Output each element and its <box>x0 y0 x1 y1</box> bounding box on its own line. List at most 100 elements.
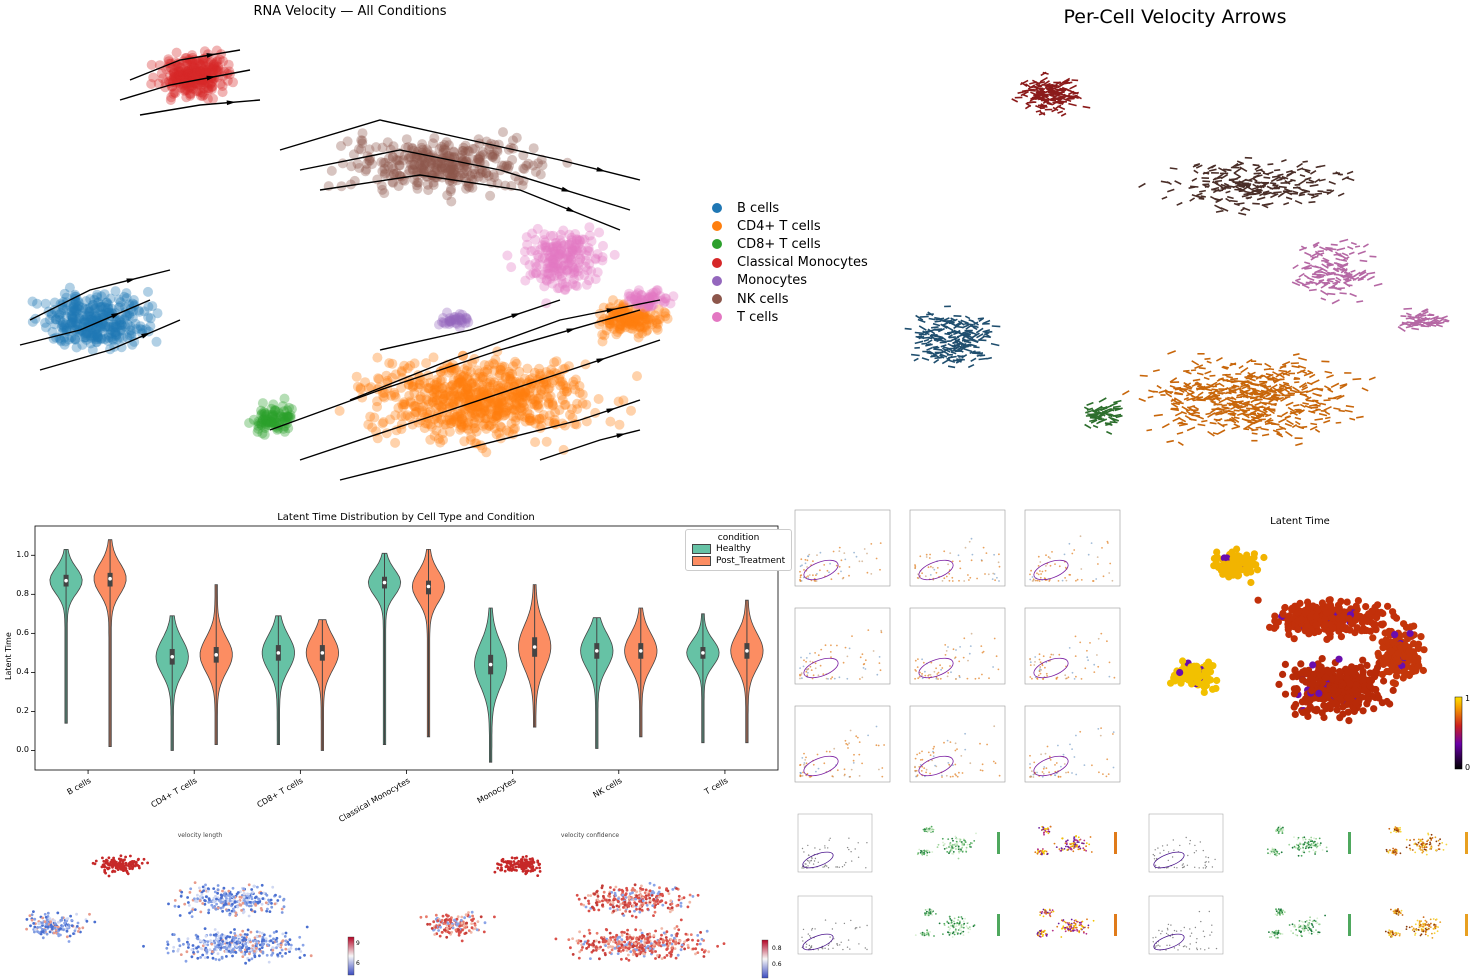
velocity-arrow <box>1176 401 1184 405</box>
velocity-arrow <box>1298 426 1304 430</box>
cell-point <box>445 418 456 429</box>
cell-point <box>93 322 104 333</box>
cell-point <box>552 283 563 294</box>
cell-point <box>217 87 228 98</box>
cell-point <box>636 309 647 320</box>
phase-point <box>799 677 801 680</box>
cell-point <box>448 167 459 177</box>
cell-point <box>414 158 425 169</box>
cell-point <box>175 70 186 81</box>
cell-point <box>655 291 666 302</box>
cell-point <box>378 417 389 428</box>
cell-point <box>641 314 652 324</box>
cell-point <box>181 69 192 80</box>
cell-point <box>554 373 565 384</box>
velocity-arrow <box>948 359 956 364</box>
phase-portrait <box>909 705 1006 783</box>
cell-point <box>188 84 199 94</box>
cell-point <box>520 416 531 427</box>
velocity-arrow <box>1226 375 1233 379</box>
cell-point <box>405 159 416 170</box>
cell-point <box>200 67 211 78</box>
phase-point <box>914 565 917 568</box>
cell-point <box>634 309 645 320</box>
phase-point <box>879 542 882 544</box>
phase-point <box>859 678 861 680</box>
cell-point <box>407 160 418 170</box>
phase-point <box>1029 661 1032 664</box>
cell-point <box>400 399 411 410</box>
velocity-arrow <box>1308 201 1316 204</box>
violin-median <box>320 651 325 655</box>
cell-point <box>478 420 489 431</box>
cell-point <box>454 377 465 388</box>
cell-point <box>463 390 474 401</box>
cell-point <box>418 164 429 175</box>
cell-point <box>259 409 270 420</box>
cell-point <box>490 411 501 422</box>
cell-point <box>477 404 488 415</box>
cell-point <box>402 410 413 421</box>
cell-point <box>390 369 401 380</box>
phase-point <box>929 673 932 676</box>
phase-point <box>970 537 973 540</box>
cell-point <box>431 403 441 413</box>
cell-point <box>556 243 567 254</box>
cell-point <box>182 58 193 69</box>
cell-point <box>197 55 208 66</box>
cell-point <box>80 328 91 339</box>
phase-point <box>1108 661 1111 664</box>
cell-point <box>457 168 468 179</box>
velocity-arrow <box>1344 271 1351 277</box>
cell-point <box>546 364 557 375</box>
cell-point <box>59 339 70 350</box>
velocity-arrow <box>1307 276 1315 282</box>
cell-point <box>52 307 62 318</box>
phase-point <box>1033 664 1036 666</box>
cell-point <box>179 85 190 96</box>
velocity-arrow <box>1034 86 1042 91</box>
cell-point <box>661 293 671 304</box>
cell-point <box>608 318 619 329</box>
cell-point <box>508 135 518 146</box>
cell-point <box>110 329 121 340</box>
cell-point <box>481 406 492 417</box>
phase-point <box>819 569 821 572</box>
velocity-arrow <box>1313 272 1320 277</box>
cell-point <box>532 250 543 260</box>
cell-point <box>459 168 469 179</box>
cell-point <box>536 413 547 424</box>
velocity-arrow <box>1356 415 1364 419</box>
cell-point <box>660 311 671 322</box>
velocity-arrow <box>1278 378 1285 381</box>
cell-point <box>191 56 202 67</box>
cluster-3 <box>502 222 620 309</box>
cell-point <box>261 409 272 420</box>
velocity-arrow <box>1278 185 1287 189</box>
velocity-arrow <box>1214 176 1223 180</box>
cell-point <box>542 263 553 274</box>
cell-point <box>68 317 79 328</box>
cell-point <box>527 398 538 409</box>
legend-dot <box>712 221 722 232</box>
velocity-arrow <box>973 346 980 349</box>
velocity-arrow <box>1257 393 1265 398</box>
cell-point <box>519 386 530 397</box>
cell-point <box>400 411 411 422</box>
phase-point <box>870 573 873 575</box>
cell-point <box>379 169 390 180</box>
cell-point <box>457 376 468 387</box>
cell-point <box>464 182 475 193</box>
cell-point <box>270 405 281 416</box>
phase-point <box>984 573 986 575</box>
velocity-arrow <box>972 321 979 326</box>
cell-point <box>514 391 525 402</box>
cell-point <box>566 255 577 266</box>
velocity-arrow <box>1324 260 1333 266</box>
cell-point <box>491 410 502 421</box>
velocity-arrow <box>928 317 936 321</box>
cell-point <box>572 398 583 409</box>
velocity-arrow <box>1335 257 1341 261</box>
phase-point <box>828 571 830 574</box>
cell-point <box>366 382 377 393</box>
